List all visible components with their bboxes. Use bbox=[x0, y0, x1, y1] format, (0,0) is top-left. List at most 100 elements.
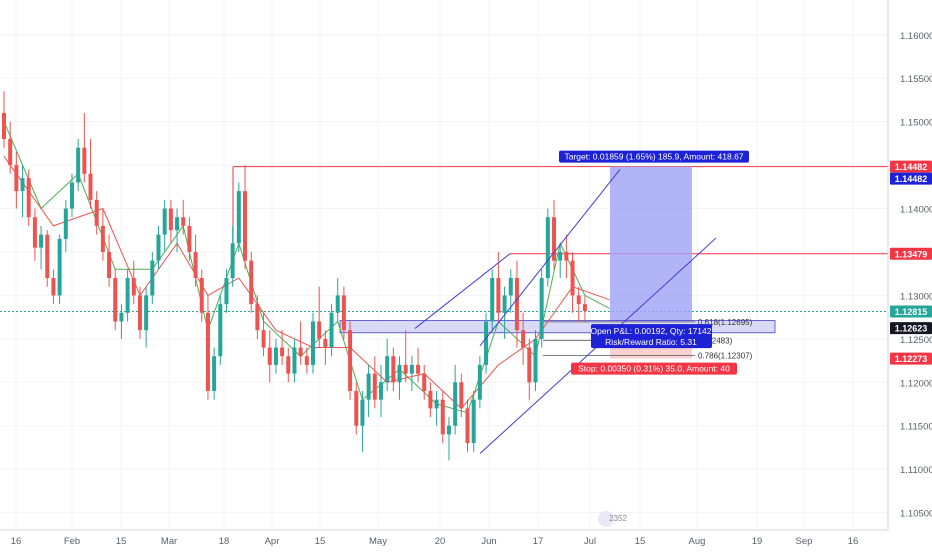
candle-body bbox=[545, 217, 550, 279]
stop-label-box bbox=[571, 362, 737, 375]
candle-body bbox=[88, 173, 93, 200]
time-tick-label: 18 bbox=[219, 536, 230, 547]
time-tick-label: Jul bbox=[584, 536, 596, 547]
watermark-text: 2352 bbox=[609, 514, 627, 523]
price-tick-label: 1.11500 bbox=[900, 422, 932, 433]
price-tick-label: 1.11000 bbox=[900, 465, 932, 476]
candle-body bbox=[94, 199, 99, 226]
candle-body bbox=[527, 347, 532, 383]
price-badge bbox=[890, 247, 932, 260]
candle-body bbox=[372, 373, 377, 400]
candle-body bbox=[564, 251, 569, 261]
candle-body bbox=[20, 178, 25, 192]
candle-body bbox=[168, 208, 173, 231]
time-tick-label: Mar bbox=[161, 536, 177, 547]
candle-body bbox=[100, 225, 105, 252]
candle-body bbox=[440, 399, 445, 435]
candle-body bbox=[162, 208, 167, 235]
candle-body bbox=[125, 278, 130, 313]
candle-body bbox=[280, 347, 285, 357]
candle-body bbox=[366, 373, 371, 400]
candle-body bbox=[2, 112, 6, 140]
time-tick-label: 20 bbox=[435, 536, 446, 547]
candle-body bbox=[113, 278, 118, 322]
candle-body bbox=[348, 330, 353, 391]
long-position-tool[interactable]: 0.618(1.12695) (1.12483) 0.786(1.12307) bbox=[339, 166, 776, 361]
time-tick-label: Jun bbox=[481, 536, 496, 547]
time-tick-label: 16 bbox=[11, 536, 22, 547]
candle-body bbox=[51, 278, 56, 296]
price-badge bbox=[890, 352, 932, 365]
candle-body bbox=[181, 217, 186, 226]
candle-body bbox=[286, 356, 291, 374]
candle-body bbox=[552, 217, 557, 261]
candle-body bbox=[156, 234, 161, 261]
price-axis[interactable]: 1.160001.155001.150001.145001.140001.135… bbox=[887, 0, 932, 530]
price-tick-label: 1.15000 bbox=[900, 118, 932, 129]
candle-body bbox=[267, 347, 272, 365]
candle-body bbox=[187, 225, 192, 252]
candle-body bbox=[243, 191, 248, 261]
candle-body bbox=[199, 278, 204, 313]
candle-body bbox=[422, 373, 427, 391]
candle-body bbox=[484, 321, 489, 365]
candle-body bbox=[193, 251, 198, 279]
time-axis[interactable]: 16 Feb 15 Mar 18 Apr 15 May 20 Jun 17 Jul 15 Aug 19 Sep… bbox=[0, 529, 888, 547]
time-tick-label: 15 bbox=[635, 536, 646, 547]
candle-body bbox=[69, 182, 74, 209]
candle-body bbox=[57, 238, 62, 296]
candle-body bbox=[403, 364, 408, 374]
candle-body bbox=[304, 356, 309, 365]
time-tick-label: 17 bbox=[533, 536, 544, 547]
price-badge-label: 1.13479 bbox=[895, 249, 928, 259]
candle-body bbox=[582, 304, 587, 312]
candle-body bbox=[490, 278, 495, 322]
candle-body bbox=[576, 295, 581, 305]
candle-body bbox=[8, 139, 13, 166]
candle-body bbox=[205, 312, 210, 391]
candle-body bbox=[144, 295, 149, 331]
candle-body bbox=[453, 382, 458, 426]
candle-body bbox=[428, 390, 433, 409]
price-tick-label: 1.14000 bbox=[900, 205, 932, 216]
candle-body bbox=[558, 251, 563, 261]
stop-label: Stop: 0.00350 (0.31%) 35.0, Amount: 40 bbox=[578, 364, 730, 374]
candle-body bbox=[150, 260, 155, 296]
tool-labels: Target: 0.01859 (1.65%) 185.9, Amount: 4… bbox=[559, 150, 749, 375]
grid bbox=[0, 0, 888, 530]
candle-body bbox=[292, 347, 297, 374]
candle-body bbox=[446, 425, 451, 435]
price-badge bbox=[890, 305, 932, 318]
candle-body bbox=[539, 278, 544, 339]
candle-body bbox=[385, 356, 390, 383]
price-badge bbox=[890, 322, 932, 335]
candle-body bbox=[409, 364, 414, 374]
entry-trend-line bbox=[414, 253, 511, 329]
candle-body bbox=[236, 191, 241, 244]
candle-body bbox=[341, 295, 346, 331]
price-badge-label: 1.12815 bbox=[895, 307, 928, 317]
price-badge bbox=[890, 172, 932, 185]
candle-body bbox=[354, 390, 359, 426]
price-badge-label: 1.14482 bbox=[895, 162, 928, 172]
candle-body bbox=[249, 260, 254, 305]
time-tick-label: 16 bbox=[848, 536, 859, 547]
candle-body bbox=[76, 147, 81, 183]
candle-body bbox=[335, 295, 340, 313]
candle-body bbox=[416, 364, 421, 374]
candle-body bbox=[378, 382, 383, 400]
target-zone bbox=[610, 166, 692, 329]
candle-body bbox=[502, 295, 507, 313]
candle-body bbox=[360, 399, 365, 426]
price-tick-label: 1.13000 bbox=[900, 291, 932, 302]
candle-body bbox=[533, 338, 538, 383]
candle-body bbox=[465, 408, 470, 444]
candle-body bbox=[514, 278, 519, 331]
candle-body bbox=[521, 330, 526, 348]
candle-body bbox=[391, 356, 396, 383]
candle-body bbox=[39, 234, 44, 248]
candle-body bbox=[63, 208, 68, 239]
candle-body bbox=[471, 399, 476, 444]
